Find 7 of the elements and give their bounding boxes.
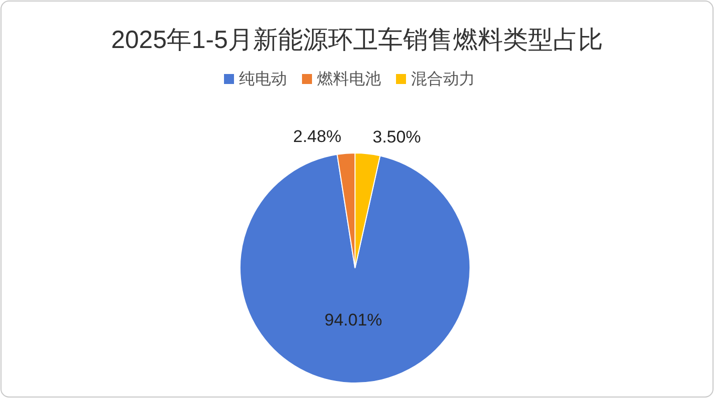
chart-title: 2025年1-5月新能源环卫车销售燃料类型占比 (111, 26, 603, 54)
legend-label: 纯电动 (239, 70, 287, 88)
legend-label: 混合动力 (411, 70, 475, 88)
data-label: 3.50% (372, 128, 421, 147)
data-label: 2.48% (293, 127, 342, 146)
legend-label: 燃料电池 (317, 70, 381, 88)
data-label: 94.01% (324, 310, 382, 330)
